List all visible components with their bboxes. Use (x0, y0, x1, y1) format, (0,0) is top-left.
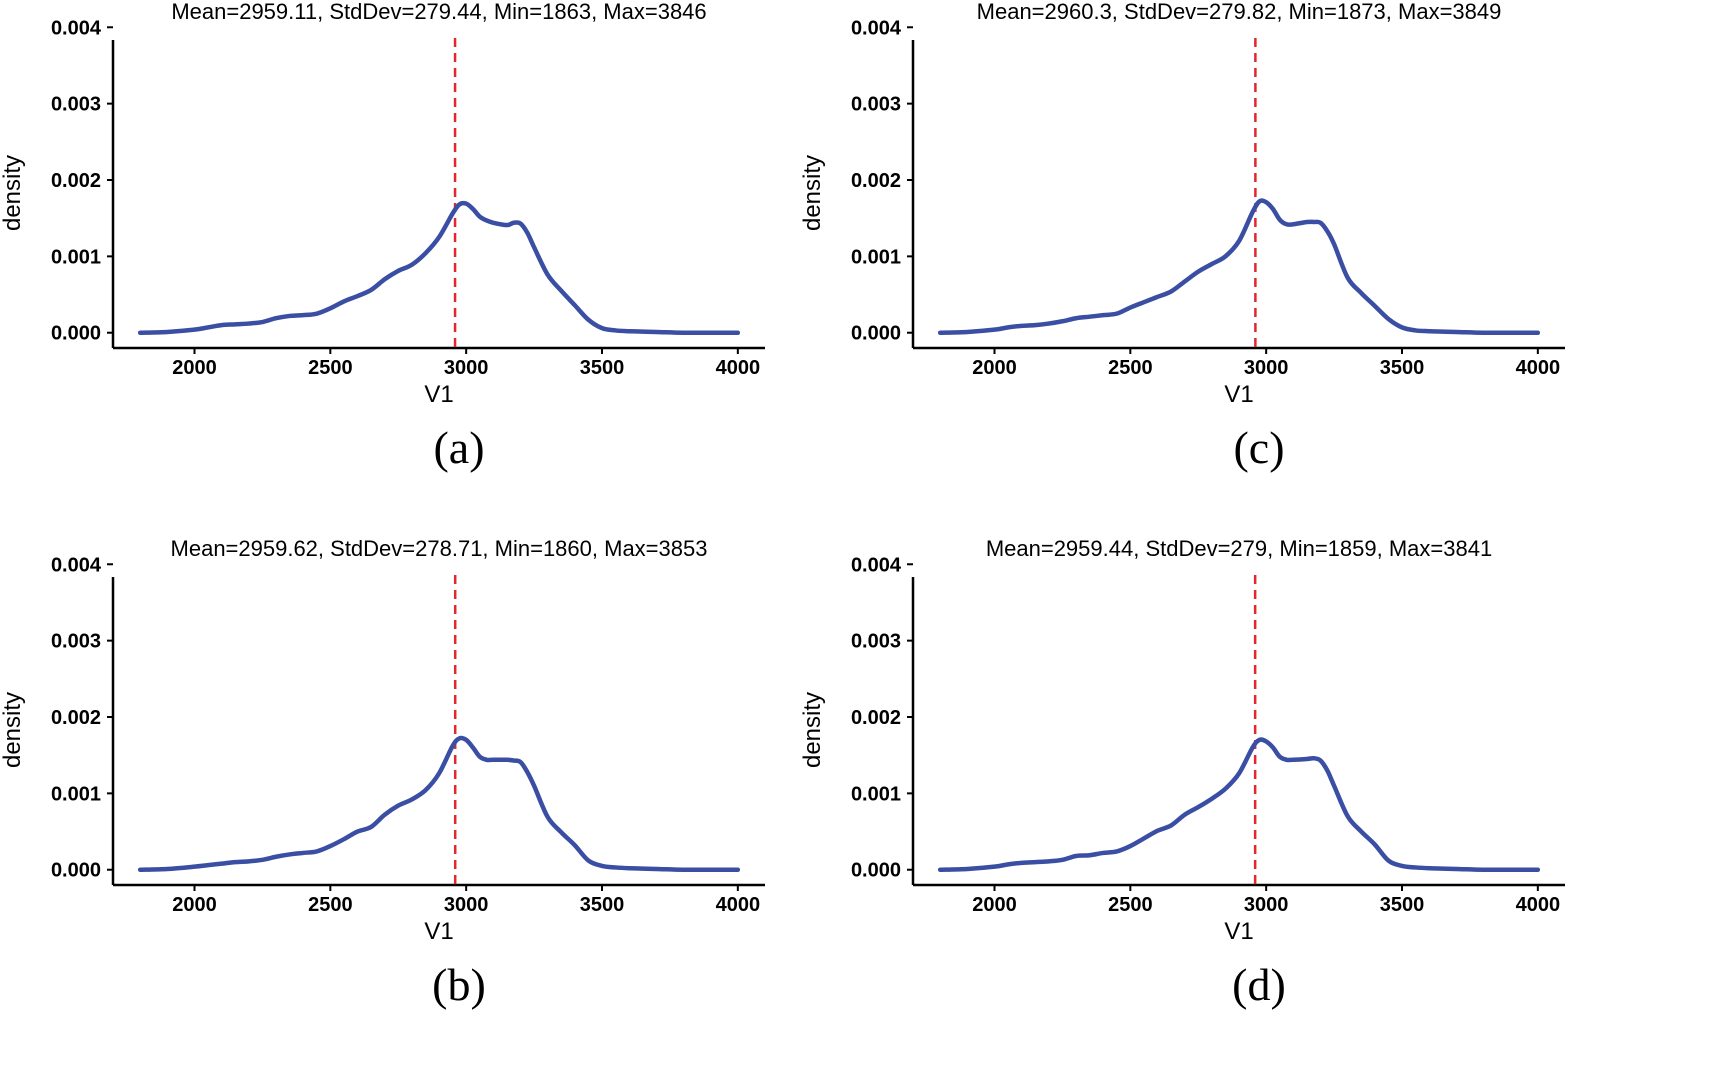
density-panel-b: Mean=2959.62, StdDev=278.71, Min=1860, M… (0, 537, 866, 1074)
x-tick-label: 4000 (716, 357, 761, 379)
y-tick-label: 0.004 (51, 554, 102, 576)
x-axis-label: V1 (1224, 381, 1253, 408)
y-tick-label: 0.003 (851, 631, 901, 653)
density-panel-a: Mean=2959.11, StdDev=279.44, Min=1863, M… (0, 0, 866, 537)
y-tick-label: 0.001 (51, 783, 101, 805)
x-tick-label: 4000 (716, 894, 761, 916)
panel-caption: (d) (1232, 959, 1286, 1010)
x-tick-label: 3500 (1380, 894, 1425, 916)
x-tick-label: 2000 (972, 357, 1017, 379)
x-tick-label: 2000 (972, 894, 1017, 916)
x-tick-label: 3000 (444, 894, 489, 916)
density-panel-c: Mean=2960.3, StdDev=279.82, Min=1873, Ma… (800, 0, 1666, 537)
y-axis-label: density (0, 692, 26, 768)
x-tick-label: 3000 (1244, 894, 1289, 916)
x-tick-label: 2500 (1108, 357, 1153, 379)
y-tick-label: 0.003 (51, 94, 101, 116)
chart-title: Mean=2959.62, StdDev=278.71, Min=1860, M… (171, 537, 708, 561)
chart-svg: Mean=2960.3, StdDev=279.82, Min=1873, Ma… (800, 0, 1565, 473)
density-curve (937, 737, 1541, 873)
x-axis-label: V1 (1224, 918, 1253, 945)
panel-caption: (a) (433, 422, 484, 473)
y-tick-label: 0.000 (851, 323, 901, 345)
x-axis-label: V1 (424, 918, 453, 945)
density-panel-d: Mean=2959.44, StdDev=279, Min=1859, Max=… (800, 537, 1666, 1074)
x-tick-label: 4000 (1516, 894, 1561, 916)
y-tick-label: 0.002 (851, 707, 901, 729)
y-tick-label: 0.002 (51, 707, 101, 729)
density-curve (137, 200, 741, 336)
x-tick-label: 3000 (1244, 357, 1289, 379)
y-tick-label: 0.002 (851, 170, 901, 192)
x-tick-label: 2500 (1108, 894, 1153, 916)
panel-caption: (b) (432, 959, 486, 1010)
y-tick-label: 0.002 (51, 170, 101, 192)
y-tick-label: 0.003 (51, 631, 101, 653)
chart-title: Mean=2960.3, StdDev=279.82, Min=1873, Ma… (977, 0, 1502, 24)
y-axis-label: density (0, 155, 26, 231)
y-tick-label: 0.004 (851, 554, 902, 576)
y-tick-label: 0.004 (851, 17, 902, 39)
y-tick-label: 0.000 (51, 323, 101, 345)
density-curve (137, 735, 741, 873)
x-tick-label: 4000 (1516, 357, 1561, 379)
y-tick-label: 0.000 (51, 860, 101, 882)
y-tick-label: 0.001 (51, 246, 101, 268)
y-tick-label: 0.001 (851, 783, 901, 805)
y-axis-label: density (800, 692, 826, 768)
x-tick-label: 3500 (580, 894, 625, 916)
density-curve (937, 198, 1541, 336)
chart-svg: Mean=2959.44, StdDev=279, Min=1859, Max=… (800, 537, 1565, 1010)
x-tick-label: 2000 (172, 894, 217, 916)
y-tick-label: 0.001 (851, 246, 901, 268)
chart-title: Mean=2959.44, StdDev=279, Min=1859, Max=… (986, 537, 1492, 561)
chart-svg: Mean=2959.11, StdDev=279.44, Min=1863, M… (0, 0, 765, 473)
x-tick-label: 2500 (308, 357, 353, 379)
x-tick-label: 2500 (308, 894, 353, 916)
x-axis-label: V1 (424, 381, 453, 408)
y-tick-label: 0.003 (851, 94, 901, 116)
panel-caption: (c) (1233, 422, 1284, 473)
chart-svg: Mean=2959.62, StdDev=278.71, Min=1860, M… (0, 537, 765, 1010)
y-tick-label: 0.000 (851, 860, 901, 882)
x-tick-label: 3000 (444, 357, 489, 379)
y-tick-label: 0.004 (51, 17, 102, 39)
y-axis-label: density (800, 155, 826, 231)
x-tick-label: 2000 (172, 357, 217, 379)
chart-title: Mean=2959.11, StdDev=279.44, Min=1863, M… (171, 0, 706, 24)
x-tick-label: 3500 (580, 357, 625, 379)
x-tick-label: 3500 (1380, 357, 1425, 379)
